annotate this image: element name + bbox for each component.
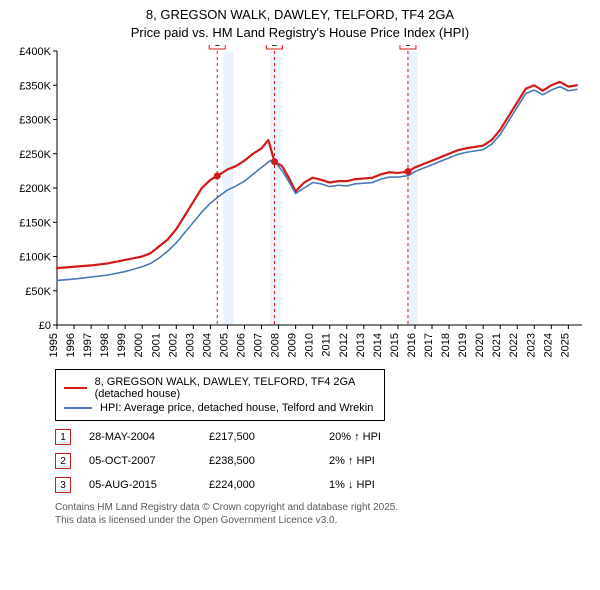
x-tick-label: 2008: [270, 333, 282, 357]
event-row-badge: 2: [55, 453, 71, 469]
event-badge-number: 1: [214, 45, 220, 49]
x-tick-label: 2021: [491, 333, 503, 357]
x-tick-label: 2013: [355, 333, 367, 357]
shaded-band: [407, 51, 417, 325]
title-line-1: 8, GREGSON WALK, DAWLEY, TELFORD, TF4 2G…: [0, 6, 600, 24]
x-tick-label: 2018: [440, 333, 452, 357]
legend-swatch: [64, 387, 87, 389]
event-dot: [214, 173, 221, 180]
x-tick-label: 2020: [474, 333, 486, 357]
event-delta: 1% ↓ HPI: [329, 479, 375, 491]
event-date: 28-MAY-2004: [89, 431, 209, 443]
event-badge-number: 3: [405, 45, 411, 49]
x-tick-label: 2001: [150, 333, 162, 357]
line-chart-svg: £0 £50K £100K £150K £200K £250K £300K £350K £400…: [12, 45, 588, 365]
attribution-line-1: Contains HM Land Registry data © Crown c…: [55, 501, 588, 514]
y-tick-label: £50K: [25, 286, 51, 298]
chart-title-block: 8, GREGSON WALK, DAWLEY, TELFORD, TF4 2G…: [0, 0, 600, 41]
x-tick-label: 1999: [116, 333, 128, 357]
y-tick-label: £350K: [19, 80, 51, 92]
legend-label: 8, GREGSON WALK, DAWLEY, TELFORD, TF4 2G…: [95, 376, 376, 400]
y-tick-label: £150K: [19, 217, 51, 229]
x-tick-label: 2024: [542, 333, 554, 357]
event-row: 1 28-MAY-2004£217,50020% ↑ HPI: [55, 429, 588, 445]
event-price: £217,500: [209, 431, 329, 443]
event-price: £224,000: [209, 479, 329, 491]
event-delta: 20% ↑ HPI: [329, 431, 381, 443]
event-date: 05-AUG-2015: [89, 479, 209, 491]
x-tick-label: 2016: [406, 333, 418, 357]
attribution-line-2: This data is licensed under the Open Gov…: [55, 514, 588, 527]
x-tick-label: 2015: [389, 333, 401, 357]
x-tick-label: 2017: [423, 333, 435, 357]
y-tick-label: £400K: [19, 46, 51, 58]
x-tick-label: 1995: [48, 333, 60, 357]
event-row: 3 05-AUG-2015£224,0001% ↓ HPI: [55, 477, 588, 493]
legend: 8, GREGSON WALK, DAWLEY, TELFORD, TF4 2G…: [55, 369, 385, 421]
x-tick-label: 2006: [236, 333, 248, 357]
event-row: 2 05-OCT-2007£238,5002% ↑ HPI: [55, 453, 588, 469]
y-tick-label: £300K: [19, 115, 51, 127]
y-tick-label: £200K: [19, 183, 51, 195]
y-tick-label: £250K: [19, 149, 51, 161]
event-row-badge: 3: [55, 477, 71, 493]
x-tick-label: 2003: [184, 333, 196, 357]
event-price: £238,500: [209, 455, 329, 467]
x-tick-label: 2014: [372, 333, 384, 357]
chart-area: £0 £50K £100K £150K £200K £250K £300K £350K £400…: [12, 45, 588, 365]
x-tick-label: 2002: [167, 333, 179, 357]
x-tick-label: 2000: [133, 333, 145, 357]
y-tick-label: £0: [39, 320, 51, 332]
series-subject: [57, 82, 577, 268]
x-tick-label: 1997: [82, 333, 94, 357]
shaded-band: [270, 51, 280, 325]
x-tick-label: 2004: [201, 333, 213, 357]
x-tick-label: 2009: [287, 333, 299, 357]
x-tick-label: 2010: [304, 333, 316, 357]
attribution: Contains HM Land Registry data © Crown c…: [55, 501, 588, 527]
x-tick-label: 1998: [99, 333, 111, 357]
event-date: 05-OCT-2007: [89, 455, 209, 467]
title-line-2: Price paid vs. HM Land Registry's House …: [0, 24, 600, 42]
series-hpi: [57, 87, 577, 281]
event-dot: [404, 168, 411, 175]
legend-swatch: [64, 407, 92, 409]
events-table: 1 28-MAY-2004£217,50020% ↑ HPI 2 05-OCT-200…: [55, 429, 588, 493]
x-tick-label: 2025: [559, 333, 571, 357]
event-badge-number: 2: [272, 45, 278, 49]
x-tick-label: 2007: [253, 333, 265, 357]
event-dot: [271, 158, 278, 165]
x-tick-label: 2019: [457, 333, 469, 357]
x-tick-label: 2011: [321, 333, 333, 357]
legend-label: HPI: Average price, detached house, Telf…: [100, 402, 373, 414]
event-row-badge: 1: [55, 429, 71, 445]
event-delta: 2% ↑ HPI: [329, 455, 375, 467]
x-tick-label: 2022: [508, 333, 520, 357]
x-tick-label: 2005: [218, 333, 230, 357]
legend-row: HPI: Average price, detached house, Telf…: [64, 402, 376, 414]
legend-row: 8, GREGSON WALK, DAWLEY, TELFORD, TF4 2G…: [64, 376, 376, 400]
x-tick-label: 1996: [65, 333, 77, 357]
x-tick-label: 2012: [338, 333, 350, 357]
y-tick-label: £100K: [19, 252, 51, 264]
x-tick-label: 2023: [525, 333, 537, 357]
